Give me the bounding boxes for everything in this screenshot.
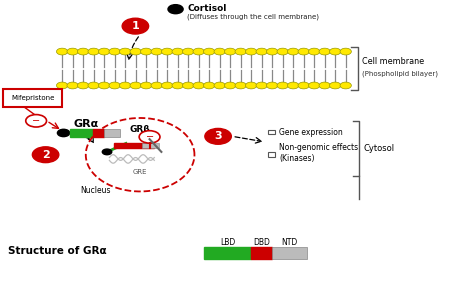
Circle shape	[246, 82, 257, 89]
Text: −: −	[146, 132, 154, 142]
Circle shape	[266, 82, 278, 89]
Circle shape	[77, 48, 89, 55]
Bar	[93, 129, 104, 137]
Circle shape	[57, 129, 70, 137]
Circle shape	[340, 48, 351, 55]
Circle shape	[214, 82, 225, 89]
Circle shape	[246, 48, 257, 55]
Circle shape	[225, 48, 236, 55]
Circle shape	[319, 48, 330, 55]
Circle shape	[256, 82, 267, 89]
Circle shape	[109, 82, 120, 89]
Circle shape	[235, 48, 246, 55]
Text: Non-genomic effects
(Kinases): Non-genomic effects (Kinases)	[279, 143, 358, 163]
Circle shape	[309, 48, 320, 55]
Circle shape	[277, 82, 288, 89]
Text: (Diffuses through the cell membrane): (Diffuses through the cell membrane)	[187, 14, 319, 20]
Circle shape	[67, 82, 78, 89]
Text: GRE: GRE	[133, 169, 147, 175]
Text: Cytosol: Cytosol	[363, 144, 394, 153]
Circle shape	[102, 149, 112, 155]
Text: Structure of GRα: Structure of GRα	[8, 246, 106, 256]
Circle shape	[319, 82, 330, 89]
Circle shape	[172, 82, 183, 89]
Bar	[104, 129, 120, 137]
Circle shape	[329, 48, 341, 55]
Circle shape	[235, 82, 246, 89]
Circle shape	[151, 48, 162, 55]
Circle shape	[130, 48, 141, 55]
Circle shape	[205, 128, 231, 144]
Circle shape	[32, 147, 59, 163]
Text: Cortisol: Cortisol	[187, 4, 227, 13]
Text: Gene expression: Gene expression	[279, 128, 343, 137]
Circle shape	[140, 48, 152, 55]
Circle shape	[329, 82, 341, 89]
Circle shape	[298, 82, 310, 89]
Circle shape	[99, 48, 110, 55]
Circle shape	[56, 48, 68, 55]
Circle shape	[182, 48, 194, 55]
Bar	[272, 247, 308, 259]
Text: 2: 2	[42, 150, 49, 160]
Circle shape	[67, 48, 78, 55]
Circle shape	[151, 82, 162, 89]
Circle shape	[266, 48, 278, 55]
Bar	[204, 247, 251, 259]
Text: 3: 3	[214, 131, 222, 141]
Circle shape	[140, 82, 152, 89]
Text: (Phospholipid bilayer): (Phospholipid bilayer)	[362, 71, 438, 78]
Circle shape	[109, 48, 120, 55]
Circle shape	[203, 82, 215, 89]
Text: Nucleus: Nucleus	[80, 186, 110, 195]
Text: Mifepristone: Mifepristone	[11, 95, 55, 101]
Circle shape	[172, 48, 183, 55]
Circle shape	[256, 48, 267, 55]
Text: LBD: LBD	[220, 238, 235, 247]
Text: 1: 1	[131, 21, 139, 31]
Bar	[143, 143, 159, 148]
Text: GRβ: GRβ	[130, 125, 150, 134]
Circle shape	[214, 48, 225, 55]
Circle shape	[139, 131, 160, 143]
Circle shape	[88, 48, 100, 55]
Circle shape	[122, 18, 149, 34]
Text: NTD: NTD	[282, 238, 298, 247]
Circle shape	[340, 82, 351, 89]
Circle shape	[26, 114, 46, 127]
Text: GRα: GRα	[74, 119, 99, 129]
Circle shape	[298, 48, 310, 55]
Circle shape	[288, 48, 299, 55]
Bar	[268, 130, 275, 134]
Circle shape	[162, 82, 173, 89]
FancyBboxPatch shape	[3, 89, 62, 107]
Circle shape	[119, 48, 131, 55]
Circle shape	[77, 82, 89, 89]
Circle shape	[193, 82, 204, 89]
Circle shape	[99, 82, 110, 89]
Text: DBD: DBD	[253, 238, 270, 247]
Circle shape	[309, 82, 320, 89]
Circle shape	[168, 5, 183, 14]
Circle shape	[119, 82, 131, 89]
Bar	[114, 143, 155, 148]
Text: −: −	[32, 116, 40, 126]
Circle shape	[288, 82, 299, 89]
Bar	[251, 247, 272, 259]
Bar	[268, 153, 275, 157]
Circle shape	[225, 82, 236, 89]
Circle shape	[203, 48, 215, 55]
Circle shape	[182, 82, 194, 89]
Circle shape	[193, 48, 204, 55]
Circle shape	[162, 48, 173, 55]
Bar	[70, 129, 93, 137]
Circle shape	[277, 48, 288, 55]
Circle shape	[88, 82, 100, 89]
Text: Cell membrane: Cell membrane	[362, 57, 424, 66]
Circle shape	[130, 82, 141, 89]
Circle shape	[56, 82, 68, 89]
